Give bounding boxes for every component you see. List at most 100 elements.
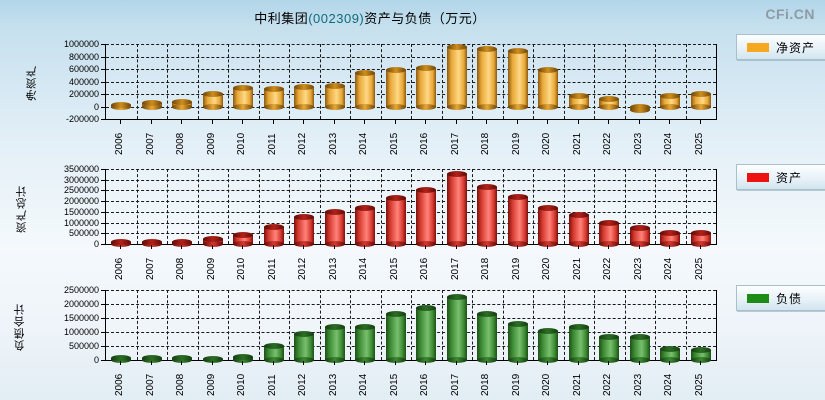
bar-total-liabilities-2021 (568, 323, 589, 363)
chart-net-assets-plot (105, 43, 717, 120)
bar-top-cap (263, 224, 284, 231)
bar-bottom-cap (294, 356, 315, 363)
bar-top-cap (660, 346, 681, 353)
gridline-v (136, 44, 138, 119)
xtick-label-2009: 2009 (205, 132, 217, 155)
bar-bottom-cap (355, 240, 376, 247)
bar-bottom-cap (446, 103, 467, 110)
xtick-mark (272, 120, 274, 124)
xtick-mark (699, 361, 701, 365)
xtick-label-2007: 2007 (144, 257, 156, 280)
xtick-label-2016: 2016 (419, 132, 431, 155)
bar-top-cap (690, 229, 711, 236)
bar-total-liabilities-2009 (202, 355, 223, 363)
bar-bottom-cap (477, 103, 498, 110)
axis-title-net-assets: 净资产 (26, 65, 38, 101)
bar-bottom-cap (629, 356, 650, 363)
xtick-mark (242, 120, 244, 124)
ytick-mark (101, 69, 105, 70)
xtick-label-2018: 2018 (480, 257, 492, 280)
xtick-label-2022: 2022 (602, 373, 614, 396)
bar-bottom-cap (385, 356, 406, 363)
ytick-label-net-assets: 1000000 (63, 39, 99, 49)
xtick-mark (699, 120, 701, 124)
xtick-mark (638, 245, 640, 249)
bar-top-cap (294, 83, 315, 90)
gridline-v (594, 169, 595, 244)
title-company: 中利集团 (254, 11, 309, 26)
xtick-label-2014: 2014 (358, 257, 370, 280)
gridline-v (472, 44, 473, 119)
ytick-label-net-assets: -200000 (65, 114, 99, 124)
ytick-mark (101, 233, 105, 235)
ytick-label-total-assets: 0 (93, 239, 99, 249)
xtick-label-2023: 2023 (632, 132, 644, 155)
gridline-v (655, 290, 656, 360)
xtick-label-2025: 2025 (693, 257, 705, 280)
xtick-label-2006: 2006 (114, 132, 126, 155)
bar-total-liabilities-2014 (355, 323, 376, 363)
legend-label-total-assets: 资产 (776, 170, 803, 185)
ytick-mark (101, 346, 105, 347)
bar-bottom-cap (538, 240, 559, 247)
ytick-mark (101, 81, 105, 83)
xtick-label-2020: 2020 (541, 373, 553, 396)
legend-swatch-net-assets (747, 42, 769, 52)
bar-net-assets-2018 (477, 45, 498, 110)
xtick-label-2025: 2025 (693, 373, 705, 396)
bar-top-cap (385, 311, 406, 318)
gridline-v (441, 44, 443, 119)
bar-net-assets-2009 (202, 91, 223, 110)
bar-bottom-cap (324, 240, 345, 247)
bar-total-assets-2017 (446, 170, 467, 247)
ytick-label-total-liabilities: 2000000 (63, 299, 99, 309)
bar-total-assets-2011 (263, 224, 284, 247)
xtick-label-2011: 2011 (266, 133, 278, 155)
xtick-label-2006: 2006 (114, 257, 126, 280)
xtick-mark (272, 361, 274, 365)
bar-total-liabilities-2008 (172, 354, 193, 363)
xtick-mark (303, 120, 305, 124)
xtick-label-2019: 2019 (510, 257, 522, 280)
bar-total-assets-2014 (355, 204, 376, 247)
bar-total-liabilities-2007 (141, 354, 162, 363)
gridline-v (502, 290, 504, 360)
xtick-label-2017: 2017 (449, 373, 461, 396)
xtick-label-2011: 2011 (266, 374, 278, 396)
gridline-v (472, 169, 473, 244)
gridline-v (655, 44, 656, 119)
bar-bottom-cap (568, 103, 589, 110)
bar-total-assets-2019 (507, 193, 528, 247)
ytick-mark (101, 179, 105, 181)
xtick-label-2025: 2025 (693, 132, 705, 155)
xtick-mark (242, 361, 244, 365)
bar-top-cap (538, 66, 559, 73)
bar-total-assets-2008 (172, 238, 193, 247)
bar-top-cap (477, 45, 498, 52)
ytick-label-net-assets: 0 (93, 101, 99, 112)
bar-bottom-cap (507, 240, 528, 247)
xtick-mark (638, 361, 640, 365)
bar-net-assets-2015 (385, 67, 406, 110)
xtick-mark (547, 120, 549, 124)
bar-bottom-cap (416, 241, 437, 247)
xtick-mark (486, 245, 488, 249)
bar-top-cap (111, 354, 132, 361)
bar-total-liabilities-2006 (111, 354, 132, 363)
xtick-mark (669, 361, 671, 365)
gridline-v (136, 290, 138, 360)
xtick-mark (394, 245, 396, 249)
gridline-v (197, 290, 199, 360)
xtick-label-2013: 2013 (327, 373, 339, 396)
bar-bottom-cap (416, 103, 437, 110)
ytick-label-total-liabilities: 0 (93, 355, 99, 365)
xtick-mark (364, 245, 366, 249)
xtick-label-2016: 2016 (419, 257, 431, 280)
ytick-label-total-assets: 1500000 (63, 206, 99, 217)
bar-bottom-cap (263, 357, 284, 363)
xtick-mark (211, 361, 213, 365)
bar-top-cap (111, 102, 132, 109)
gridline-v (685, 290, 687, 360)
bar-total-assets-2020 (538, 205, 559, 247)
gridline-v (563, 44, 565, 119)
